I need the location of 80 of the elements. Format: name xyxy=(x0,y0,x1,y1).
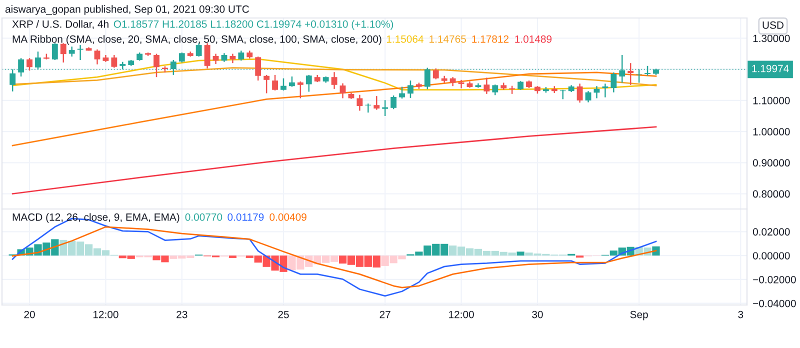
candlestick xyxy=(68,46,75,58)
candlestick xyxy=(340,82,346,99)
candlestick xyxy=(230,53,236,64)
candlestick xyxy=(644,65,650,76)
candlestick xyxy=(408,80,414,99)
text: 1.17812 xyxy=(472,35,509,43)
y-tick-label: 0.02000 xyxy=(752,228,790,236)
candlestick xyxy=(492,84,498,96)
line-series xyxy=(12,126,657,194)
candlestick xyxy=(602,83,608,98)
chart-title: XRP / U.S. Dollar, 4h xyxy=(12,20,108,30)
ref-line-label: 1.19974 xyxy=(752,64,789,72)
candlestick xyxy=(297,80,304,99)
candlestick xyxy=(331,72,338,90)
candlestick xyxy=(450,76,456,87)
candlestick xyxy=(272,74,278,92)
y-tick-label: 1.10000 xyxy=(753,96,790,104)
candlestick xyxy=(280,78,286,92)
candlestick xyxy=(204,42,210,70)
text: USD xyxy=(762,21,784,29)
x-tick-label: 23 xyxy=(176,310,188,318)
bar xyxy=(516,252,524,256)
y-tick-label: 0.00000 xyxy=(752,252,790,260)
candlestick xyxy=(170,59,176,76)
y-tick-label: 0.90000 xyxy=(752,159,790,167)
candlestick xyxy=(52,42,58,61)
bar xyxy=(652,246,660,256)
text: 0.00770 xyxy=(185,213,222,221)
x-tick-label: Sep xyxy=(630,310,648,320)
y-tick-label: 0.80000 xyxy=(752,190,790,198)
x-tick-label: 12:00 xyxy=(449,310,474,318)
candlestick xyxy=(10,68,16,92)
candlestick xyxy=(484,77,490,95)
candlestick xyxy=(619,54,626,84)
candlestick xyxy=(636,68,642,84)
candlestick xyxy=(35,50,41,70)
candlestick xyxy=(610,72,617,93)
candlestick xyxy=(288,76,295,88)
x-tick-label: 27 xyxy=(380,310,390,318)
candlestick xyxy=(178,52,185,64)
annotation: O1.18577 H1.20185 L1.18200 C1.19974 +0.01310 (+1.10%) xyxy=(114,20,394,30)
y-tick-label: −0.02000 xyxy=(753,276,796,284)
y-tick-label: −0.04000 xyxy=(753,300,796,308)
candlestick xyxy=(238,50,244,62)
candlestick xyxy=(432,68,439,80)
candlestick xyxy=(576,83,583,104)
candlestick xyxy=(628,62,634,86)
x-tick-label: 30 xyxy=(532,310,543,318)
candlestick xyxy=(255,56,262,82)
text: 1.15064 xyxy=(386,35,424,43)
candlestick xyxy=(390,94,397,110)
y-tick-label: 1.00000 xyxy=(753,128,790,136)
x-tick-label: 12:00 xyxy=(93,310,118,318)
candlestick xyxy=(111,54,118,68)
candlestick xyxy=(356,94,363,112)
text: 1.14765 xyxy=(430,35,466,43)
line-series xyxy=(12,226,657,288)
candlestick xyxy=(94,48,100,65)
line-series xyxy=(12,72,657,146)
text: 1.01489 xyxy=(515,35,552,43)
x-tick-label: 20 xyxy=(24,310,35,318)
candlestick xyxy=(264,74,270,94)
candlestick xyxy=(585,90,592,103)
candlestick xyxy=(306,74,312,92)
text: 0.00409 xyxy=(270,213,306,221)
candlestick xyxy=(154,53,160,78)
candlestick xyxy=(399,86,405,100)
candlestick xyxy=(26,58,32,72)
text: MA Ribbon (SMA, close, 20, SMA, close, 50, SMA, close, 100, SMA, close, 200) xyxy=(12,35,382,45)
x-tick-label: 25 xyxy=(278,310,289,318)
candlestick xyxy=(196,42,202,58)
candlestick xyxy=(374,95,380,110)
x-tick-label: 3 xyxy=(738,310,744,318)
series-label: 0.01179 xyxy=(228,213,264,221)
text: aiswarya_gopan published, Sep 01, 2021 09:30 UTC xyxy=(5,5,249,15)
candlestick xyxy=(60,42,66,64)
candlestick xyxy=(424,67,430,90)
candlestick xyxy=(18,58,24,78)
y-tick-label: 1.30000 xyxy=(753,34,790,42)
candlestick xyxy=(382,100,388,117)
